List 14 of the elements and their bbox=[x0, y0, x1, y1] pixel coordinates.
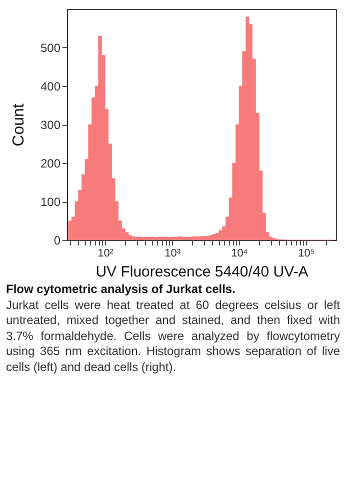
y-tick-label: 200 bbox=[40, 156, 61, 170]
x-tick-label: 10³ bbox=[164, 248, 181, 260]
y-axis-title: Count bbox=[10, 103, 28, 146]
x-axis-title: UV Fluorescence 5440/40 UV-A bbox=[96, 264, 308, 280]
y-tick-label: 100 bbox=[40, 195, 61, 209]
y-tick-label: 500 bbox=[40, 41, 61, 55]
x-tick-label: 10² bbox=[98, 248, 114, 260]
y-tick-label: 400 bbox=[40, 80, 61, 94]
y-tick-label: 0 bbox=[54, 234, 61, 248]
x-tick-label: 10⁴ bbox=[231, 248, 248, 260]
text: Flow cytometric analysis of Jurkat cells. bbox=[6, 282, 236, 298]
x-tick-label: 10⁵ bbox=[298, 248, 315, 260]
text: Jurkat cells were heat treated at 60 degrees celsius or left untreated, mixed together and stained, and then fixed with 3.7% formaldehyde. Cells were analyzed by flowcytometry using 365 nm excitation. Histogram shows separation of live cells (left) and dead cells (right). bbox=[6, 298, 340, 375]
y-tick-label: 300 bbox=[40, 118, 61, 132]
